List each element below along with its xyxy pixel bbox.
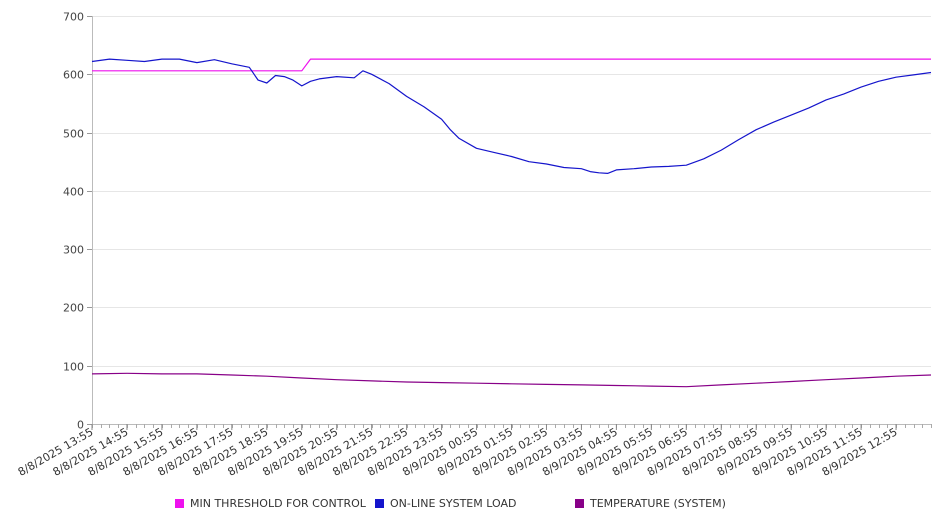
ytick-label-400: 400 bbox=[63, 186, 84, 199]
ytick-label-300: 300 bbox=[63, 244, 84, 257]
series-line-min-threshold bbox=[92, 58, 931, 72]
gridlines bbox=[92, 16, 931, 425]
legend-item-temperature[interactable]: TEMPERATURE (SYSTEM) bbox=[575, 497, 726, 510]
ytick-label-500: 500 bbox=[63, 128, 84, 141]
series-lines bbox=[91, 58, 932, 388]
legend-swatch-system-load bbox=[375, 499, 384, 508]
axes bbox=[87, 16, 932, 430]
series-line-system-load bbox=[91, 58, 932, 174]
legend-swatch-min-threshold bbox=[175, 499, 184, 508]
ytick-label-700: 700 bbox=[63, 11, 84, 24]
legend-label-temperature: TEMPERATURE (SYSTEM) bbox=[590, 497, 726, 510]
legend-swatch-temperature bbox=[575, 499, 584, 508]
series-line-temperature bbox=[91, 372, 932, 388]
ytick-label-0: 0 bbox=[77, 419, 84, 432]
legend-item-system-load[interactable]: ON-LINE SYSTEM LOAD bbox=[375, 497, 516, 510]
ytick-label-600: 600 bbox=[63, 69, 84, 82]
legend-item-min-threshold[interactable]: MIN THRESHOLD FOR CONTROL bbox=[175, 497, 366, 510]
ytick-label-100: 100 bbox=[63, 361, 84, 374]
legend-label-min-threshold: MIN THRESHOLD FOR CONTROL bbox=[190, 497, 366, 510]
legend-label-system-load: ON-LINE SYSTEM LOAD bbox=[390, 497, 517, 510]
ytick-label-200: 200 bbox=[63, 302, 84, 315]
legend: MIN THRESHOLD FOR CONTROL ON-LINE SYSTEM… bbox=[0, 497, 946, 515]
